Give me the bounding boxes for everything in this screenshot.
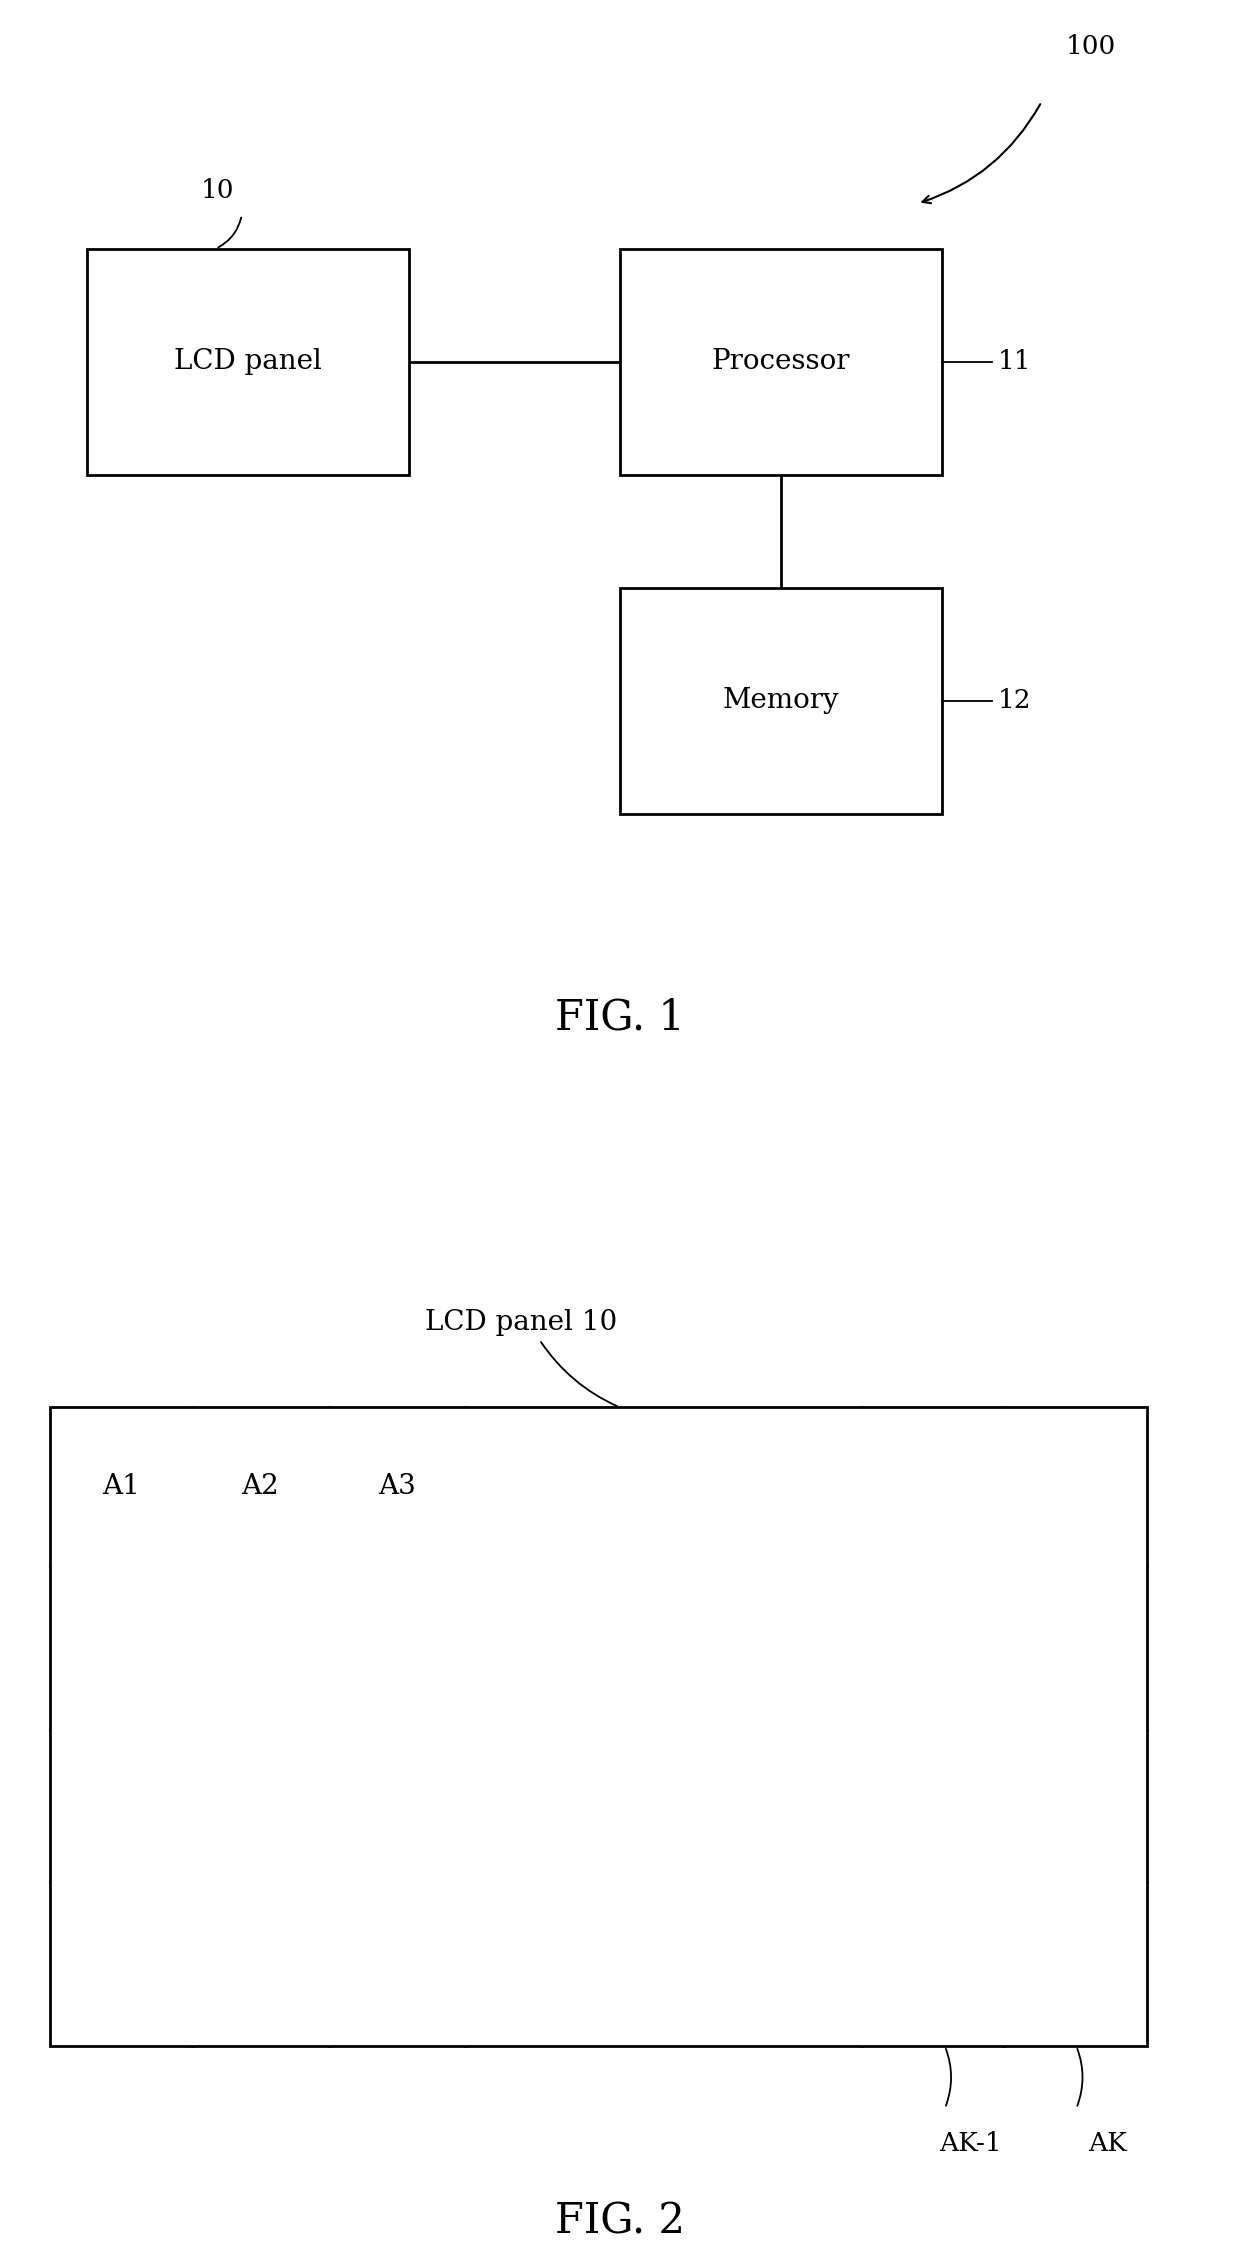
Text: LCD panel: LCD panel [174,348,322,375]
Text: AK-1: AK-1 [940,2130,1002,2157]
Text: A2: A2 [242,1474,279,1499]
Text: Memory: Memory [723,687,839,714]
Text: Processor: Processor [712,348,851,375]
Bar [620,249,942,475]
Text: A3: A3 [378,1474,415,1499]
Text: 12: 12 [998,687,1032,714]
Text: 100: 100 [1066,34,1116,59]
Bar [87,249,409,475]
Text: FIG. 2: FIG. 2 [556,2200,684,2243]
Text: FIG. 1: FIG. 1 [556,997,684,1038]
Bar [620,588,942,814]
Bar [50,1406,1147,2046]
Text: LCD panel 10: LCD panel 10 [424,1309,618,1336]
Text: AK: AK [1087,2130,1127,2157]
Text: 10: 10 [200,179,234,203]
Text: A1: A1 [102,1474,140,1499]
Text: 11: 11 [998,348,1032,375]
